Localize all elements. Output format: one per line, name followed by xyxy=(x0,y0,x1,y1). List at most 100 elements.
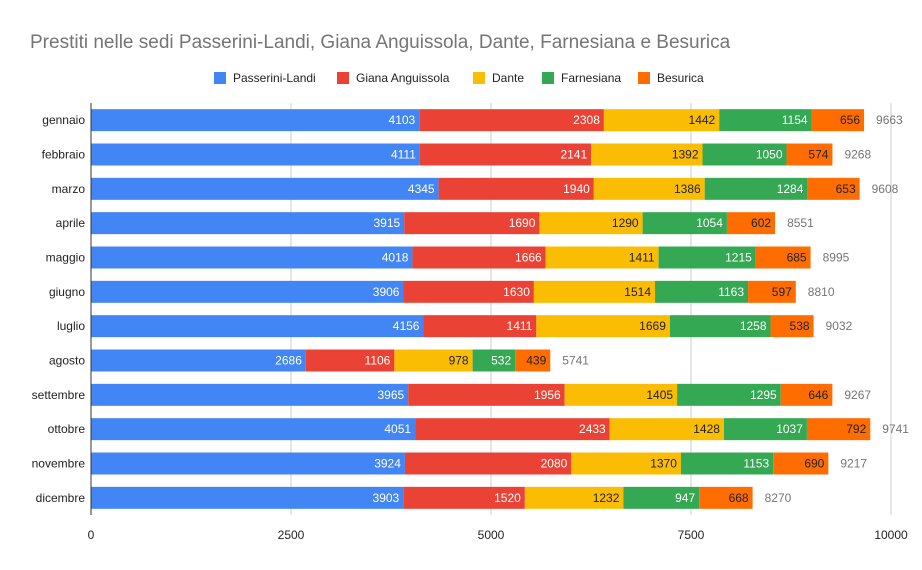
data-label-dante: 1405 xyxy=(646,388,673,402)
data-label-passerini-landi: 4345 xyxy=(408,182,435,196)
data-label-dante: 1370 xyxy=(650,457,677,471)
bar-passerini-landi-novembre xyxy=(91,452,405,475)
data-label-besurica: 690 xyxy=(804,457,824,471)
legend-label-besurica: Besurica xyxy=(657,71,704,85)
data-label-besurica: 685 xyxy=(787,251,807,265)
bar-giana-anguissola-dicembre xyxy=(403,486,525,509)
data-label-giana-anguissola: 1956 xyxy=(534,388,561,402)
labels: 0 2500 5000 7500 10000 4103 2308 1442 1154 656 gen… xyxy=(32,113,910,542)
data-label-passerini-landi: 3965 xyxy=(377,388,404,402)
bar-dante-luglio xyxy=(536,315,670,338)
bar-dante-febbraio xyxy=(591,143,703,166)
category-label-agosto: agosto xyxy=(49,354,85,368)
bar-giana-anguissola-febbraio xyxy=(419,143,592,166)
bar-passerini-landi-marzo xyxy=(91,177,439,200)
bar-besurica-novembre xyxy=(773,452,829,475)
total-label-marzo: 9608 xyxy=(872,182,899,196)
data-label-dante: 1442 xyxy=(689,113,716,127)
bar-besurica-agosto xyxy=(515,349,551,372)
data-label-besurica: 668 xyxy=(729,491,749,505)
bar-passerini-landi-dicembre xyxy=(91,486,404,509)
data-label-giana-anguissola: 1411 xyxy=(507,319,533,333)
data-label-passerini-landi: 3903 xyxy=(373,491,400,505)
bar-farnesiana-dicembre xyxy=(623,486,700,509)
data-label-dante: 1514 xyxy=(624,285,651,299)
bar-besurica-luglio xyxy=(770,315,814,338)
data-label-farnesiana: 1037 xyxy=(776,422,803,436)
data-label-farnesiana: 1050 xyxy=(756,148,783,162)
data-label-farnesiana: 532 xyxy=(491,354,511,368)
bar-dante-settembre xyxy=(564,383,678,406)
data-label-dante: 1290 xyxy=(612,216,639,230)
x-tick-label: 5000 xyxy=(478,528,505,542)
bar-farnesiana-gennaio xyxy=(719,109,812,132)
bar-passerini-landi-febbraio xyxy=(91,143,420,166)
bar-besurica-dicembre xyxy=(699,486,753,509)
data-label-dante: 1232 xyxy=(593,491,620,505)
data-label-passerini-landi: 4103 xyxy=(389,113,416,127)
bar-giana-anguissola-novembre xyxy=(404,452,572,475)
bar-farnesiana-settembre xyxy=(677,383,781,406)
bar-farnesiana-febbraio xyxy=(702,143,787,166)
bar-passerini-landi-gennaio xyxy=(91,109,420,132)
data-label-dante: 978 xyxy=(449,354,469,368)
bar-dante-ottobre xyxy=(609,418,724,441)
bar-farnesiana-aprile xyxy=(642,212,727,235)
bar-besurica-giugno xyxy=(748,280,796,303)
data-label-giana-anguissola: 1690 xyxy=(509,216,536,230)
data-label-passerini-landi: 4111 xyxy=(391,148,416,162)
data-label-besurica: 646 xyxy=(808,388,828,402)
category-label-novembre: novembre xyxy=(32,457,86,471)
bar-giana-anguissola-luglio xyxy=(423,315,537,338)
bar-farnesiana-luglio xyxy=(669,315,771,338)
data-label-farnesiana: 1215 xyxy=(725,251,752,265)
bar-dante-novembre xyxy=(571,452,681,475)
data-label-dante: 1428 xyxy=(693,422,720,436)
data-label-giana-anguissola: 2080 xyxy=(541,457,568,471)
bar-passerini-landi-giugno xyxy=(91,280,404,303)
data-label-besurica: 439 xyxy=(526,354,546,368)
data-label-giana-anguissola: 2433 xyxy=(579,422,606,436)
data-label-farnesiana: 1258 xyxy=(740,319,767,333)
bar-giana-anguissola-giugno xyxy=(403,280,534,303)
data-label-farnesiana: 1154 xyxy=(782,113,808,127)
data-label-passerini-landi: 4156 xyxy=(393,319,420,333)
legend-label-giana-anguissola: Giana Anguissola xyxy=(356,71,450,85)
total-label-settembre: 9267 xyxy=(844,388,871,402)
data-label-passerini-landi: 3906 xyxy=(373,285,400,299)
category-label-settembre: settembre xyxy=(32,388,86,402)
legend-swatch-besurica xyxy=(638,72,650,84)
total-label-febbraio: 9268 xyxy=(844,148,871,162)
category-label-marzo: marzo xyxy=(52,182,86,196)
category-label-dicembre: dicembre xyxy=(36,491,86,505)
bar-besurica-marzo xyxy=(807,177,860,200)
bar-giana-anguissola-ottobre xyxy=(415,418,610,441)
x-tick-label: 0 xyxy=(88,528,95,542)
data-label-passerini-landi: 2686 xyxy=(275,354,302,368)
category-label-febbraio: febbraio xyxy=(42,148,86,162)
data-label-besurica: 574 xyxy=(808,148,828,162)
bar-giana-anguissola-gennaio xyxy=(419,109,604,132)
bar-dante-giugno xyxy=(533,280,655,303)
data-label-farnesiana: 1295 xyxy=(750,388,777,402)
bar-giana-anguissola-aprile xyxy=(404,212,540,235)
bar-passerini-landi-settembre xyxy=(91,383,409,406)
total-label-dicembre: 8270 xyxy=(765,491,792,505)
data-label-besurica: 602 xyxy=(751,216,771,230)
bar-besurica-settembre xyxy=(780,383,833,406)
total-label-aprile: 8551 xyxy=(787,216,814,230)
data-label-dante: 1392 xyxy=(672,148,699,162)
data-label-passerini-landi: 3915 xyxy=(373,216,400,230)
total-label-giugno: 8810 xyxy=(808,285,835,299)
legend-swatch-passerini-landi xyxy=(214,72,226,84)
total-label-luglio: 9032 xyxy=(826,319,853,333)
total-label-maggio: 8995 xyxy=(823,251,850,265)
x-tick-label: 10000 xyxy=(874,528,908,542)
data-label-passerini-landi: 4018 xyxy=(382,251,409,265)
data-label-besurica: 656 xyxy=(840,113,860,127)
bar-besurica-ottobre xyxy=(806,418,871,441)
bar-dante-aprile xyxy=(539,212,643,235)
bar-farnesiana-novembre xyxy=(680,452,774,475)
bar-giana-anguissola-marzo xyxy=(438,177,594,200)
